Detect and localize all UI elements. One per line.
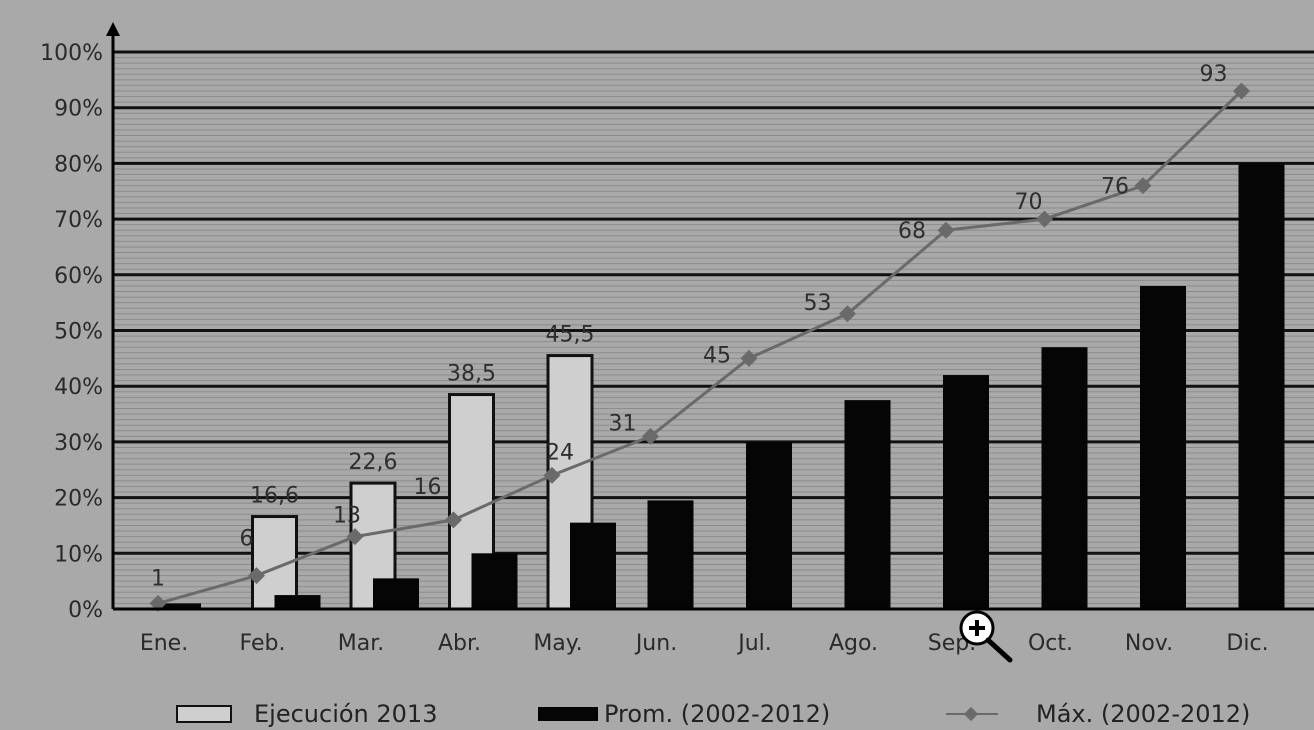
legend-swatch-ejecucion <box>176 704 232 723</box>
chart-area: 0% 10% 20% 30% 40% 50% 60% 70% 80% 90% 100% 16,6 22… <box>40 22 1314 656</box>
x-tick-label: Nov. <box>1125 631 1173 656</box>
max-data-label: 31 <box>609 411 637 436</box>
minor-gridlines <box>113 57 1314 604</box>
max-data-label: 6 <box>240 527 254 552</box>
prom-bar <box>746 441 792 609</box>
prom-bar <box>943 375 989 609</box>
x-tick-label: Oct. <box>1028 631 1073 656</box>
prom-bar <box>1238 163 1285 609</box>
x-tick-label: Feb. <box>240 631 286 656</box>
legend-item-ejecucion: Ejecución 2013 <box>176 697 437 730</box>
y-tick-label: 90% <box>54 97 103 122</box>
ejecucion-data-label: 22,6 <box>349 450 398 475</box>
max-point <box>839 305 856 323</box>
max-data-label: 93 <box>1200 62 1228 87</box>
prom-bar <box>274 595 321 609</box>
ejecucion-data-label: 45,5 <box>546 323 595 348</box>
y-tick-label: 30% <box>54 431 103 456</box>
max-point <box>543 466 561 484</box>
y-tick-label: 80% <box>54 152 103 177</box>
prom-bar <box>647 500 694 609</box>
prom-bar <box>570 522 616 609</box>
x-tick-label: Abr. <box>438 631 481 656</box>
legend-item-max: Máx. (2002-2012) <box>946 697 1250 730</box>
max-point <box>248 567 265 585</box>
x-tick-label: Mar. <box>338 631 384 656</box>
max-series-line <box>157 89 1243 605</box>
prom-2002-2012-bars <box>155 163 1285 609</box>
max-data-label: 76 <box>1101 175 1129 200</box>
axes <box>106 22 1314 611</box>
max-data-label: 13 <box>333 504 361 529</box>
max-point <box>740 349 758 367</box>
x-tick-label: Ago. <box>829 631 878 656</box>
ejecucion-data-label: 38,5 <box>447 362 496 387</box>
prom-bar <box>844 400 891 609</box>
y-tick-label: 100% <box>40 41 103 66</box>
zoom-in-icon <box>959 610 1013 663</box>
y-tick-label: 10% <box>54 542 103 567</box>
legend-label-prom: Prom. (2002-2012) <box>604 699 831 728</box>
ejecucion-data-label: 16,6 <box>250 484 299 509</box>
x-tick-label: Jun. <box>634 631 677 656</box>
x-tick-label: Ene. <box>140 631 188 656</box>
max-data-label: 68 <box>898 219 926 244</box>
y-tick-label: 40% <box>54 375 103 400</box>
y-axis-tick-labels: 0% 10% 20% 30% 40% 50% 60% 70% 80% 90% 100% <box>40 41 103 623</box>
max-data-label: 70 <box>1015 190 1043 215</box>
max-2002-2012-line <box>149 82 1250 612</box>
legend-swatch-prom <box>538 706 598 721</box>
legend-item-prom: Prom. (2002-2012) <box>538 697 830 730</box>
max-data-label: 53 <box>804 291 832 316</box>
legend-label-ejecucion: Ejecución 2013 <box>254 699 438 728</box>
max-point <box>346 528 364 546</box>
legend-label-max: Máx. (2002-2012) <box>1036 699 1251 728</box>
x-tick-label: Jul. <box>736 631 772 656</box>
y-tick-label: 0% <box>68 598 103 623</box>
max-data-label: 24 <box>546 440 574 465</box>
max-data-label: 1 <box>151 566 165 591</box>
prom-bar <box>1041 347 1088 609</box>
x-tick-label: Dic. <box>1226 631 1268 656</box>
max-data-label: 45 <box>703 343 731 368</box>
x-tick-label: May. <box>533 631 582 656</box>
legend: Ejecución 2013 Prom. (2002-2012) Máx. (2… <box>0 697 1314 730</box>
prom-bar <box>471 553 518 609</box>
prom-bar <box>373 578 419 609</box>
max-data-label: 16 <box>414 475 442 500</box>
y-tick-label: 60% <box>54 264 103 289</box>
max-point <box>445 511 462 529</box>
x-axis-category-labels: Ene. Feb. Mar. Abr. May. Jun. Jul. Ago. Sep. Oct.… <box>140 631 1269 656</box>
max-point <box>937 221 955 239</box>
prom-bar <box>155 603 201 609</box>
legend-swatch-max <box>946 706 998 722</box>
max-point <box>642 427 659 445</box>
y-tick-label: 50% <box>54 320 103 345</box>
y-axis-arrow <box>106 22 120 36</box>
y-tick-label: 70% <box>54 208 103 233</box>
prom-bar <box>1140 285 1186 609</box>
y-tick-label: 20% <box>54 487 103 512</box>
